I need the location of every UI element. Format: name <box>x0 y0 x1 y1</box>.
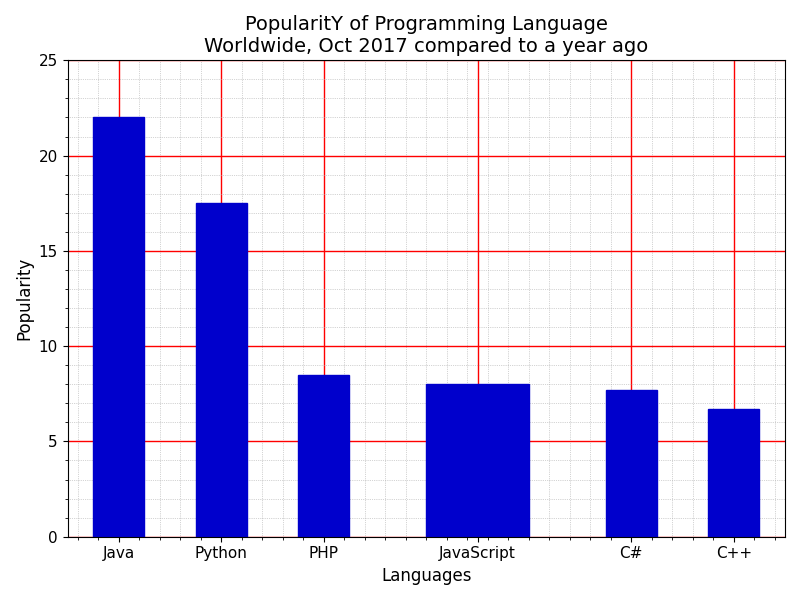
Bar <box>93 118 144 537</box>
Bar <box>196 203 247 537</box>
Bar <box>426 384 529 537</box>
Y-axis label: Popularity: Popularity <box>15 257 33 340</box>
Title: PopularitY of Programming Language
Worldwide, Oct 2017 compared to a year ago: PopularitY of Programming Language World… <box>204 15 648 56</box>
Bar <box>298 375 350 537</box>
Bar <box>708 409 759 537</box>
Bar <box>606 390 657 537</box>
X-axis label: Languages: Languages <box>381 567 471 585</box>
